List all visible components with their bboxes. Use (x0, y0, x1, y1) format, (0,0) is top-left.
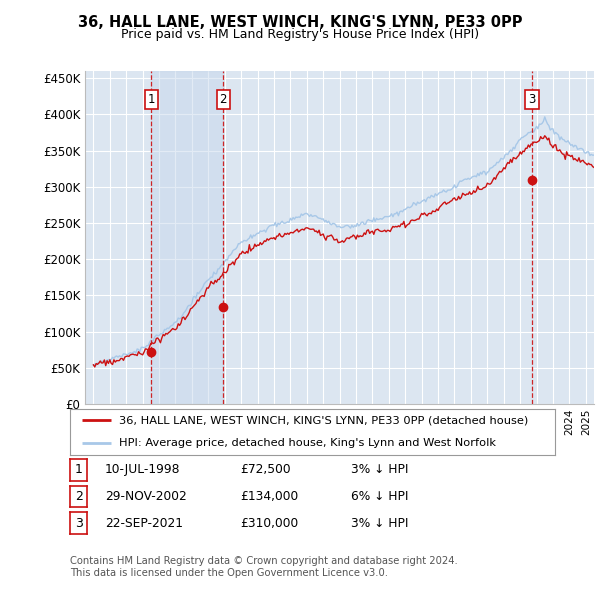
Text: 3: 3 (74, 516, 83, 530)
Text: 36, HALL LANE, WEST WINCH, KING'S LYNN, PE33 0PP: 36, HALL LANE, WEST WINCH, KING'S LYNN, … (78, 15, 522, 30)
Text: 29-NOV-2002: 29-NOV-2002 (105, 490, 187, 503)
Text: 3: 3 (528, 93, 536, 106)
Text: £72,500: £72,500 (240, 463, 290, 477)
Text: £310,000: £310,000 (240, 516, 298, 530)
Text: 36, HALL LANE, WEST WINCH, KING'S LYNN, PE33 0PP (detached house): 36, HALL LANE, WEST WINCH, KING'S LYNN, … (119, 415, 528, 425)
Text: 2: 2 (74, 490, 83, 503)
Text: 22-SEP-2021: 22-SEP-2021 (105, 516, 183, 530)
Text: £134,000: £134,000 (240, 490, 298, 503)
Text: 1: 1 (74, 463, 83, 477)
Text: 1: 1 (148, 93, 155, 106)
Text: 2: 2 (220, 93, 227, 106)
Text: 3% ↓ HPI: 3% ↓ HPI (351, 516, 409, 530)
Text: 6% ↓ HPI: 6% ↓ HPI (351, 490, 409, 503)
Text: HPI: Average price, detached house, King's Lynn and West Norfolk: HPI: Average price, detached house, King… (119, 438, 496, 448)
Bar (151, 71, 223, 404)
Text: 10-JUL-1998: 10-JUL-1998 (105, 463, 181, 477)
Text: Contains HM Land Registry data © Crown copyright and database right 2024.
This d: Contains HM Land Registry data © Crown c… (70, 556, 458, 578)
Text: 3% ↓ HPI: 3% ↓ HPI (351, 463, 409, 477)
Text: Price paid vs. HM Land Registry's House Price Index (HPI): Price paid vs. HM Land Registry's House … (121, 28, 479, 41)
